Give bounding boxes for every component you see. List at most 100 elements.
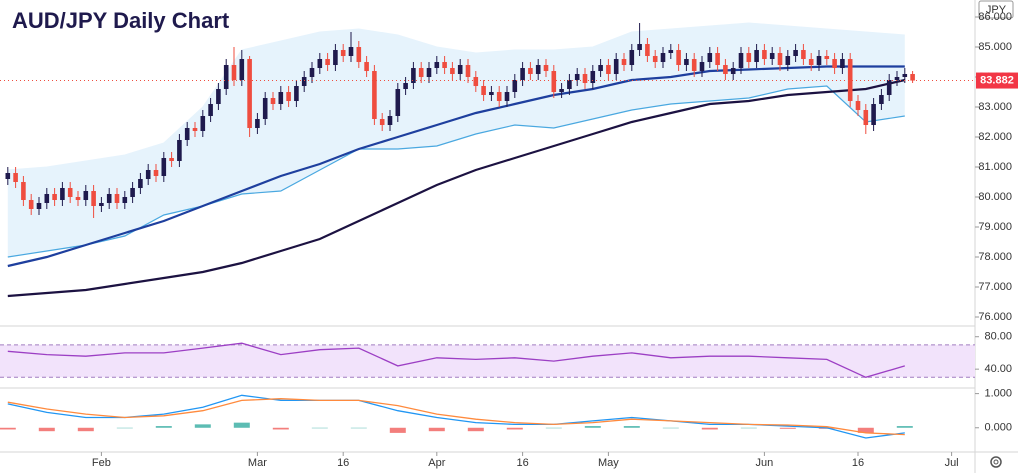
candle-body	[629, 50, 635, 66]
macd-histogram-bar	[896, 426, 913, 428]
candle-body	[223, 65, 229, 90]
gear-center[interactable]	[993, 459, 999, 465]
x-tick-label: 16	[516, 457, 528, 469]
candle-body	[613, 59, 619, 75]
candle-body	[395, 89, 401, 117]
y-tick-label: 79.000	[978, 221, 1012, 233]
macd-histogram-bar	[350, 427, 367, 429]
candle-body	[114, 193, 120, 203]
macd-histogram-bar	[194, 424, 211, 428]
y-tick-label: 82.000	[978, 131, 1012, 143]
candle-body	[21, 181, 26, 200]
macd-histogram-bar	[233, 422, 250, 428]
macd-histogram-bar	[155, 426, 172, 428]
chart-title: AUD/JPY Daily Chart	[12, 8, 230, 33]
candle-body	[535, 65, 541, 75]
macd-tick-label: 1.000	[984, 388, 1012, 400]
currency-label[interactable]: JPY	[986, 4, 1007, 16]
candle-body	[262, 98, 268, 120]
candle-body	[36, 202, 42, 209]
candle-body	[153, 169, 159, 176]
candle-body	[450, 68, 455, 75]
candle-body	[278, 92, 284, 105]
candle-body	[559, 89, 564, 93]
candle-body	[481, 86, 486, 96]
macd-tick-label: 0.000	[984, 422, 1012, 434]
macd-histogram-bar	[0, 427, 16, 430]
gear[interactable]	[990, 456, 1002, 468]
candle-body	[473, 77, 479, 87]
bollinger-upper	[7, 22, 905, 171]
candle-body	[67, 187, 73, 197]
settings-icon[interactable]	[990, 456, 1002, 468]
y-tick-label: 77.000	[978, 281, 1012, 293]
candle-body	[551, 71, 557, 93]
candle-body	[824, 56, 830, 60]
candle-body	[122, 196, 128, 203]
candle-body	[177, 140, 182, 162]
x-tick-label: Jun	[756, 457, 774, 469]
x-tick-label: Feb	[92, 457, 111, 469]
candle-body	[707, 53, 713, 63]
candle-body	[418, 68, 424, 78]
candle-body	[340, 50, 346, 57]
y-tick-label: 78.000	[978, 251, 1012, 263]
candle-body	[840, 59, 845, 69]
candle-body	[325, 59, 330, 66]
candle-body	[496, 92, 502, 102]
candle-body	[317, 59, 323, 69]
candle-body	[520, 68, 525, 81]
macd-histogram-bar	[389, 427, 406, 433]
candle-body	[567, 80, 572, 90]
x-tick-label: Apr	[428, 457, 445, 469]
macd-histogram-bar	[272, 427, 289, 430]
rsi-band	[0, 344, 975, 378]
candle-body	[200, 116, 206, 132]
candle-body	[489, 92, 494, 96]
currency-box[interactable]	[978, 0, 1014, 19]
rsi-tick-label: 80.00	[984, 331, 1012, 343]
candle-body	[668, 50, 674, 54]
candle-body	[457, 65, 463, 75]
macd-histogram-bar	[779, 427, 796, 429]
candle-body	[808, 59, 814, 66]
candle-body	[442, 62, 447, 69]
candle-body	[465, 65, 471, 78]
candle-body	[691, 59, 697, 72]
candle-body	[184, 128, 190, 141]
candle-body	[590, 71, 596, 84]
candle-body	[621, 59, 627, 66]
candle-body	[902, 74, 908, 78]
candle-body	[387, 116, 393, 126]
candle-body	[785, 56, 791, 66]
candle-body	[715, 53, 720, 66]
candle-body	[130, 187, 135, 197]
candle-body	[606, 65, 611, 75]
candle-body	[645, 44, 650, 57]
candle-body	[138, 178, 143, 188]
candle-body	[879, 95, 884, 105]
y-tick-label: 86.000	[978, 11, 1012, 23]
candle-body	[364, 62, 369, 72]
candle-body	[832, 59, 837, 69]
candle-body	[754, 50, 759, 63]
rsi-line	[7, 342, 905, 378]
candle-body	[403, 83, 408, 90]
macd-histogram-bar	[467, 427, 484, 432]
candle-body	[730, 68, 736, 75]
candle-body	[83, 190, 89, 200]
candle-body	[894, 77, 900, 81]
macd-histogram-bar	[506, 427, 523, 430]
macd-line	[7, 398, 905, 436]
macd-histogram-bar	[857, 427, 874, 433]
plot-area	[5, 22, 915, 298]
candle-body	[309, 68, 315, 78]
candle-body	[255, 119, 260, 129]
candle-body	[106, 193, 112, 203]
candle-body	[746, 53, 752, 63]
macd-histogram-bar	[311, 427, 328, 429]
x-tick-label: Mar	[248, 457, 267, 469]
moving-average	[7, 78, 906, 298]
candle-body	[738, 53, 744, 69]
candle-body	[598, 65, 603, 72]
